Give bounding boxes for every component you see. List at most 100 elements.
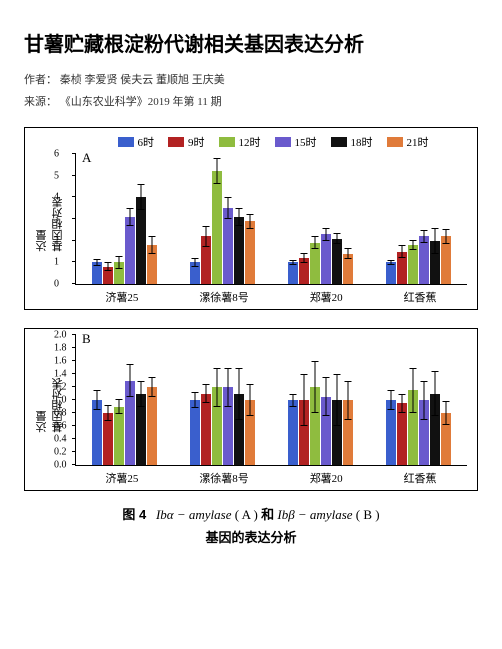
y-tick-label: 2.0: [54, 330, 67, 341]
bar-group: [190, 387, 255, 465]
bar: [103, 267, 113, 284]
x-tick-label: 漯徐薯8号: [199, 470, 249, 486]
bar-rect: [386, 262, 396, 284]
error-bar: [292, 394, 293, 407]
bar-rect: [245, 221, 255, 284]
error-bar: [239, 368, 240, 420]
caption-gene-b: Ibβ − amylase: [277, 507, 352, 522]
bar: [321, 397, 331, 465]
y-tick-label: 6: [54, 149, 59, 160]
y-tick-label: 0.4: [54, 434, 67, 445]
error-bar: [434, 228, 435, 254]
error-bar: [152, 236, 153, 253]
error-bar: [195, 258, 196, 267]
chart-legend: 6时 9时 12时 15时 18时 21时: [29, 134, 467, 150]
legend-label: 12时: [239, 134, 261, 150]
y-tick-label: 1.4: [54, 369, 67, 380]
bar: [321, 234, 331, 284]
legend-item: 18时: [331, 134, 373, 150]
bar-rect: [288, 262, 298, 284]
bar-group: [288, 234, 353, 284]
error-bar: [347, 248, 348, 259]
error-bar: [325, 377, 326, 416]
x-tick-label: 红香蕉: [404, 289, 437, 305]
chart-panel-B: B基因相对表达量0.00.20.40.60.81.01.21.41.61.82.…: [24, 328, 478, 491]
error-bar: [303, 253, 304, 264]
bar-rect: [321, 234, 331, 284]
bar-rect: [408, 245, 418, 284]
bar: [310, 243, 320, 284]
caption-a: ( A ): [235, 507, 258, 522]
bar-groups: [76, 154, 467, 284]
bar-group: [190, 171, 255, 284]
bar: [92, 400, 102, 465]
legend-label: 9时: [188, 134, 205, 150]
legend-swatch: [118, 137, 134, 147]
y-tick-label: 1.2: [54, 382, 67, 393]
legend-label: 21时: [407, 134, 429, 150]
bar-group: [288, 387, 353, 465]
error-bar: [206, 384, 207, 404]
error-bar: [217, 368, 218, 407]
bar-rect: [125, 217, 135, 284]
bar: [223, 208, 233, 284]
bar-group: [92, 381, 157, 466]
error-bar: [401, 245, 402, 258]
error-bar: [390, 260, 391, 265]
bar: [299, 400, 309, 465]
bar: [419, 400, 429, 465]
legend-swatch: [387, 137, 403, 147]
bar-group: [386, 236, 451, 284]
error-bar: [217, 158, 218, 184]
error-bar: [130, 208, 131, 225]
error-bar: [401, 394, 402, 414]
y-tick-label: 0.8: [54, 408, 67, 419]
error-bar: [292, 260, 293, 264]
bar-group: [92, 197, 157, 284]
bar: [288, 262, 298, 284]
bar: [288, 400, 298, 465]
bar: [408, 245, 418, 284]
bar: [114, 407, 124, 466]
authors: 秦桢 李爱贤 侯夫云 董顺旭 王庆美: [60, 74, 225, 86]
error-bar: [434, 371, 435, 417]
error-bar: [314, 361, 315, 413]
error-bar: [423, 381, 424, 420]
error-bar: [336, 374, 337, 426]
caption-line2: 基因的表达分析: [205, 530, 296, 545]
authors-line: 作者： 秦桢 李爱贤 侯夫云 董顺旭 王庆美: [24, 71, 478, 87]
y-tick-label: 1: [54, 257, 59, 268]
y-tick-label: 1.6: [54, 356, 67, 367]
bar: [147, 387, 157, 465]
legend-label: 18时: [351, 134, 373, 150]
bar-rect: [114, 407, 124, 466]
legend-item: 6时: [118, 134, 155, 150]
legend-item: 15时: [275, 134, 317, 150]
y-tick-label: 4: [54, 192, 59, 203]
y-tick-label: 0.0: [54, 460, 67, 471]
legend-item: 21时: [387, 134, 429, 150]
legend-label: 15时: [295, 134, 317, 150]
bar: [332, 400, 342, 465]
bar: [201, 394, 211, 466]
source-label: 来源：: [24, 96, 57, 108]
bar-rect: [419, 236, 429, 284]
bar-rect: [212, 171, 222, 284]
x-tick-label: 郑薯20: [310, 470, 343, 486]
error-bar: [325, 228, 326, 241]
bar: [223, 387, 233, 465]
error-bar: [303, 374, 304, 426]
bar: [125, 381, 135, 466]
y-axis-label: 基因相对表达量: [34, 187, 66, 252]
error-bar: [412, 240, 413, 251]
error-bar: [97, 390, 98, 410]
x-axis-labels: 济薯25漯徐薯8号郑薯20红香蕉: [75, 289, 467, 305]
plot-area: B基因相对表达量0.00.20.40.60.81.01.21.41.61.82.…: [75, 335, 467, 466]
bar: [419, 236, 429, 284]
error-bar: [108, 262, 109, 271]
error-bar: [336, 233, 337, 244]
y-tick-label: 2: [54, 235, 59, 246]
bar: [310, 387, 320, 465]
bar: [343, 400, 353, 465]
error-bar: [195, 392, 196, 408]
